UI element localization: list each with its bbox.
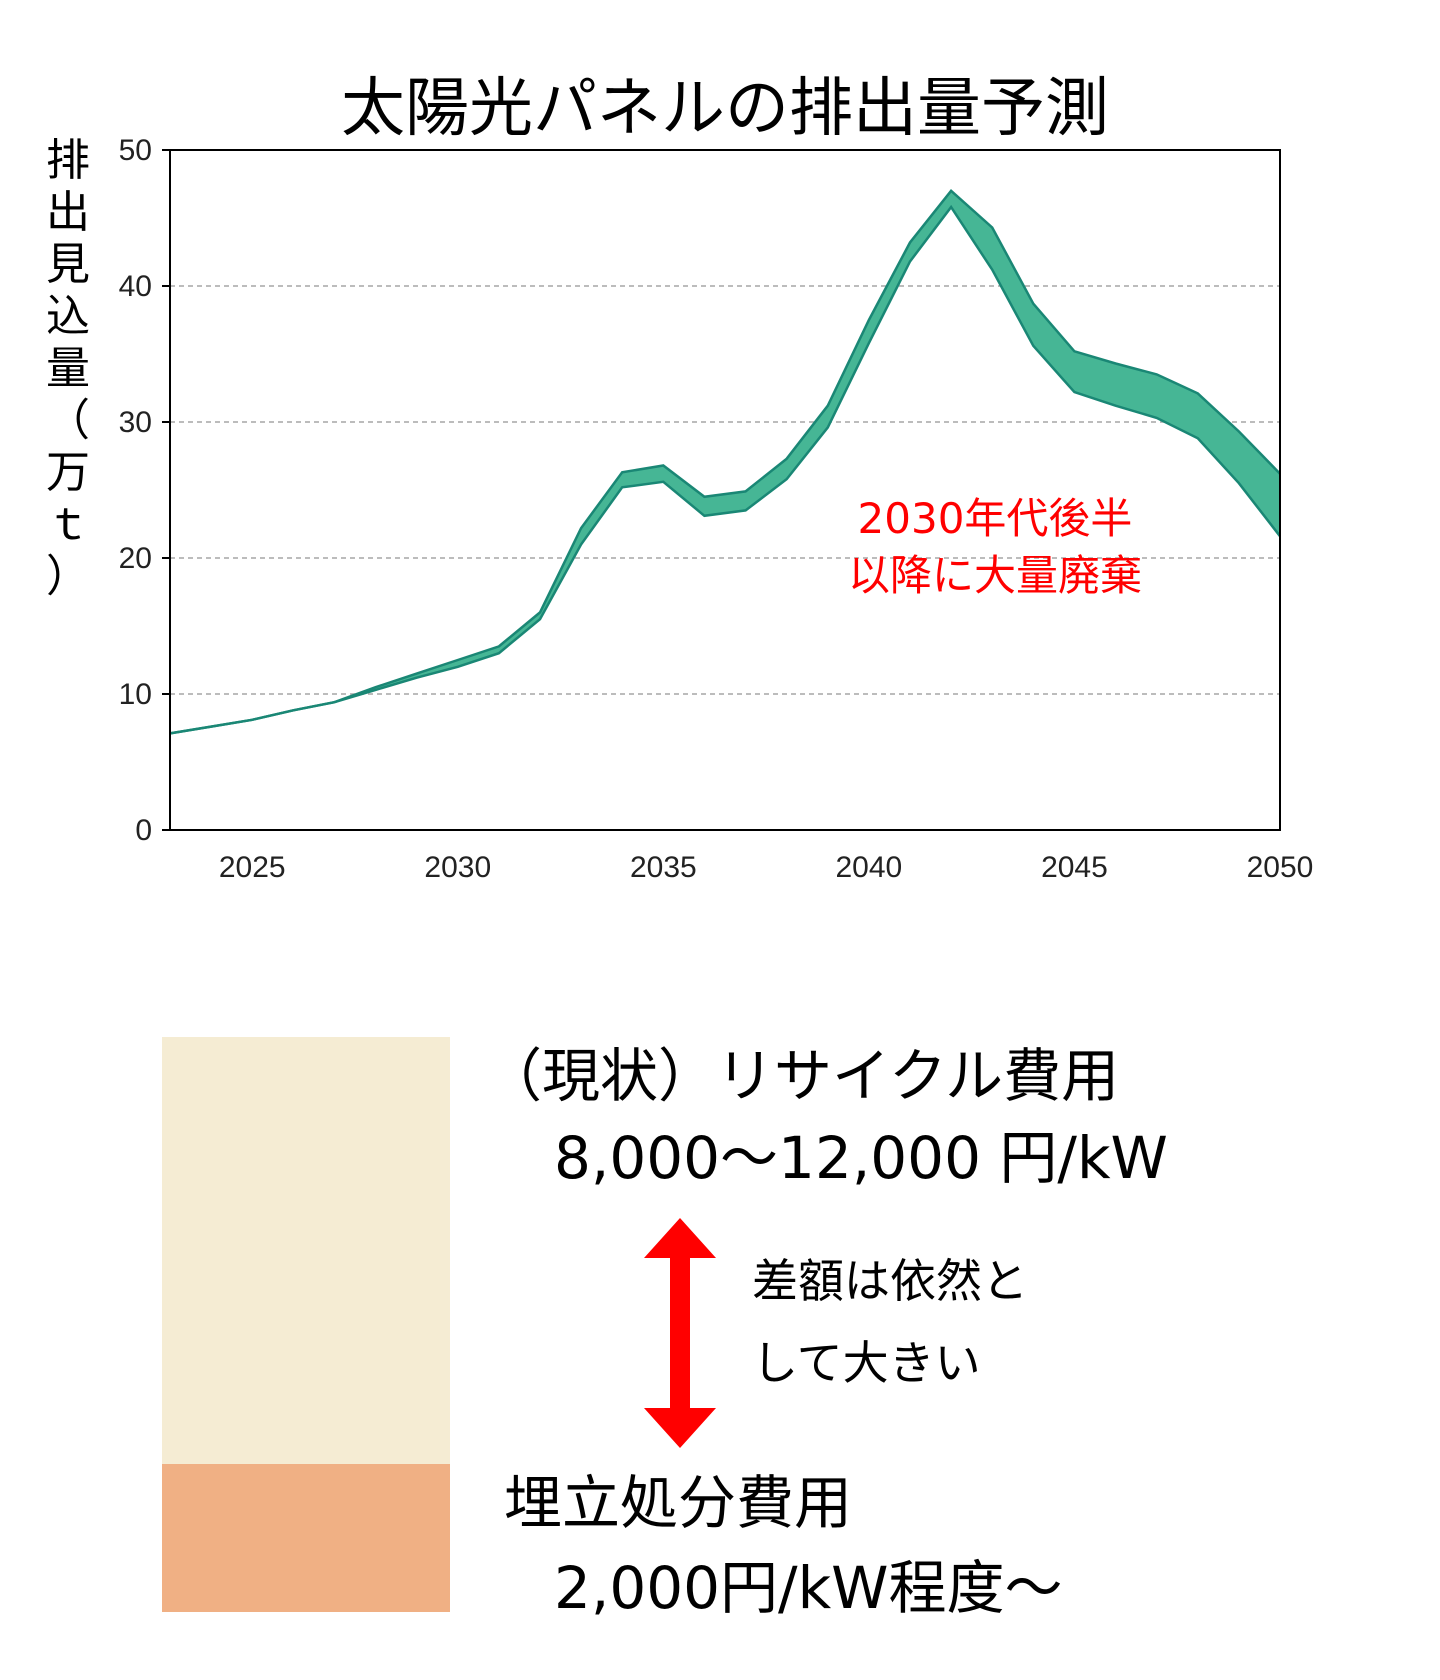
y-axis-label-char: ） <box>46 551 90 602</box>
recycle-cost-value: 8,000～12,000 円/kW <box>554 1124 1168 1192</box>
emission-band <box>169 188 1281 735</box>
y-axis-label-char: 排 <box>46 135 90 186</box>
y-axis-label-char: （ <box>46 395 90 446</box>
y-tick-label-50: 50 <box>119 134 152 167</box>
x-tick-label-2025: 2025 <box>219 851 286 884</box>
lower-bound-line <box>169 204 1281 735</box>
x-tick-label-2045: 2045 <box>1041 851 1108 884</box>
landfill-cost-label: 埋立処分費用 <box>504 1469 853 1537</box>
landfill-cost-bar <box>162 1464 450 1612</box>
y-axis-label-char: 出 <box>46 187 90 238</box>
y-tick-label-10: 10 <box>119 678 152 711</box>
landfill-cost-value: 2,000円/kW程度～ <box>554 1554 1063 1622</box>
difference-arrow <box>644 1218 716 1448</box>
y-tick-label-40: 40 <box>119 270 152 303</box>
y-axis-label-char: 込 <box>46 291 90 342</box>
gridlines <box>170 285 1280 695</box>
chart-title: 太陽光パネルの排出量予測 <box>341 72 1109 146</box>
y-tick-label-20: 20 <box>119 542 152 575</box>
difference-note-line2: して大きい <box>752 1336 981 1390</box>
annotation-line-2: 以降に大量廃棄 <box>848 551 1142 600</box>
y-tick-labels: 0 10 20 30 40 50 <box>119 134 152 847</box>
x-tick-label-2040: 2040 <box>836 851 903 884</box>
y-axis-label-char: ｔ <box>46 499 90 550</box>
upper-bound-line <box>169 188 1281 735</box>
emission-range-area <box>170 190 1280 734</box>
y-tick-label-30: 30 <box>119 406 152 439</box>
double-arrow-icon <box>644 1218 716 1448</box>
x-tick-label-2050: 2050 <box>1247 851 1314 884</box>
axes <box>162 149 1281 831</box>
difference-note-line1: 差額は依然と <box>752 1254 1028 1308</box>
y-tick-label-0: 0 <box>135 814 152 847</box>
recycle-cost-bar <box>162 1037 450 1464</box>
recycle-cost-label: （現状）リサイクル費用 <box>484 1042 1120 1110</box>
annotation-line-1: 2030年代後半 <box>858 494 1133 543</box>
y-axis-label: 排出見込量（万ｔ） <box>46 135 90 602</box>
x-tick-label-2035: 2035 <box>630 851 697 884</box>
y-axis-label-text: 排出見込量（万ｔ） <box>46 135 90 602</box>
plot-frame <box>169 149 1281 831</box>
x-tick-label-2030: 2030 <box>424 851 491 884</box>
x-tick-labels: 2025 2030 2035 2040 2045 2050 <box>219 851 1314 884</box>
y-axis-label-char: 見 <box>46 239 90 290</box>
y-axis-label-char: 量 <box>46 343 90 394</box>
y-axis-label-char: 万 <box>46 447 90 498</box>
